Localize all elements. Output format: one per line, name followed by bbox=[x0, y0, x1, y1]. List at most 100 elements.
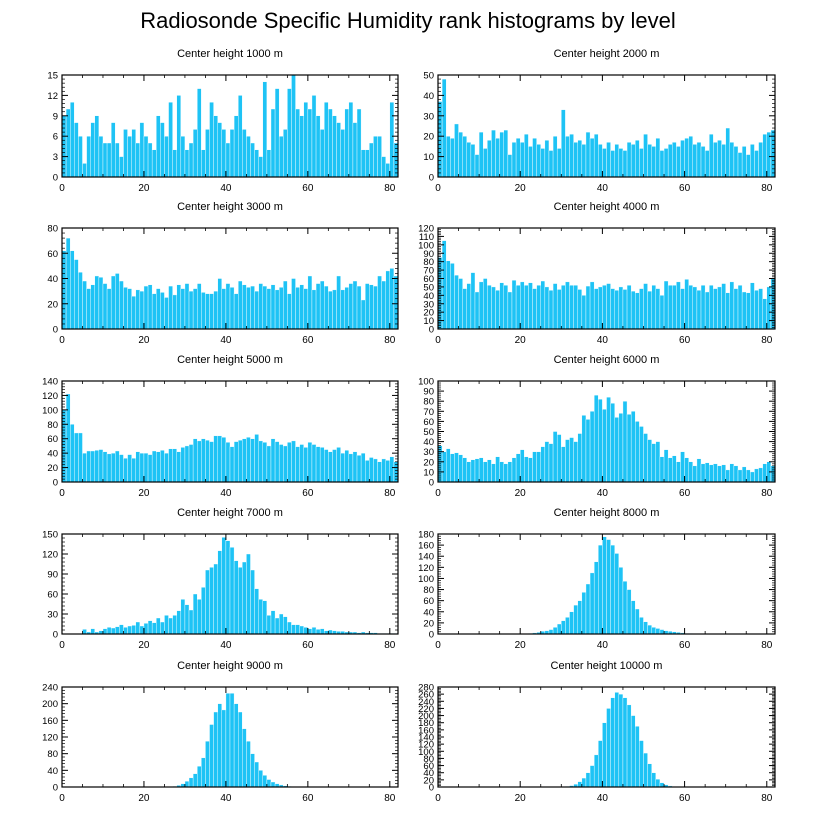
x-tick-label: 40 bbox=[597, 793, 609, 804]
histogram-bar bbox=[589, 765, 595, 788]
histogram-bar bbox=[676, 146, 681, 178]
y-tick-label: 150 bbox=[42, 530, 58, 541]
histogram-bar bbox=[602, 536, 607, 635]
histogram-bar bbox=[647, 290, 652, 330]
histogram-bar bbox=[454, 274, 459, 330]
x-tick-label: 40 bbox=[597, 335, 609, 346]
histogram-bar bbox=[446, 448, 451, 483]
histogram-bar bbox=[446, 135, 451, 178]
histogram-bar bbox=[98, 277, 104, 330]
histogram-bar bbox=[225, 693, 231, 788]
histogram-bar bbox=[770, 129, 776, 178]
histogram-bar bbox=[217, 703, 223, 788]
histogram-bar bbox=[589, 411, 595, 483]
histogram-bar bbox=[242, 561, 247, 635]
histogram-bar bbox=[164, 615, 169, 635]
histogram-bar bbox=[303, 447, 309, 483]
histogram-bar bbox=[676, 461, 681, 483]
x-tick-label: 40 bbox=[597, 488, 609, 499]
x-tick-label: 40 bbox=[220, 488, 232, 499]
histogram-bar bbox=[180, 447, 186, 483]
histogram-bar bbox=[315, 446, 321, 483]
histogram-bar bbox=[709, 464, 714, 483]
histogram-bar bbox=[733, 146, 739, 178]
histogram-bar bbox=[499, 131, 504, 178]
histogram-bar bbox=[630, 600, 636, 635]
histogram-bar bbox=[532, 288, 537, 330]
histogram-bar bbox=[324, 449, 329, 483]
histogram-bar bbox=[61, 250, 67, 330]
histogram-bar bbox=[552, 283, 558, 330]
histogram-bar bbox=[520, 142, 525, 178]
y-tick-label: 40 bbox=[423, 607, 434, 618]
histogram-bar bbox=[172, 448, 177, 483]
histogram-bar bbox=[274, 441, 280, 483]
histogram-bar bbox=[737, 152, 743, 178]
histogram-bar bbox=[262, 285, 268, 330]
histogram-bar bbox=[168, 448, 173, 483]
x-tick-label: 20 bbox=[515, 640, 527, 651]
x-tick-label: 20 bbox=[138, 640, 150, 651]
histogram-bar bbox=[754, 468, 759, 483]
histogram-bar bbox=[139, 290, 145, 330]
x-tick-label: 0 bbox=[59, 793, 65, 804]
panel-title: Center height 5000 m bbox=[177, 354, 283, 366]
histogram-bar bbox=[360, 299, 366, 330]
histogram-panel-4: Center height 4000 m0 20 40 60 8001020304050… bbox=[418, 201, 776, 346]
plot-frame bbox=[437, 533, 776, 635]
histogram-bar bbox=[307, 275, 313, 330]
histogram-bar bbox=[213, 435, 218, 483]
histogram-bar bbox=[328, 108, 333, 178]
histogram-bar bbox=[573, 285, 578, 330]
histogram-bar bbox=[139, 625, 145, 635]
histogram-bar bbox=[135, 451, 141, 483]
histogram-bar bbox=[651, 627, 657, 635]
y-tick-label: 140 bbox=[42, 377, 58, 388]
histogram-bar bbox=[233, 703, 239, 788]
histogram-bar bbox=[643, 133, 648, 178]
histogram-bar bbox=[360, 452, 366, 483]
histogram-panel-6: Center height 6000 m0 20 40 60 8001020304050… bbox=[418, 354, 776, 499]
histogram-panel-10: Center height 10000 m0 20 40 60 800204060801… bbox=[418, 660, 776, 804]
y-tick-label: 50 bbox=[423, 282, 434, 293]
histogram-bar bbox=[581, 415, 587, 483]
histogram-bar bbox=[86, 135, 91, 178]
histogram-bar bbox=[704, 150, 710, 178]
histogram-bar bbox=[274, 289, 280, 330]
histogram-bar bbox=[565, 617, 570, 635]
histogram-bar bbox=[250, 569, 255, 635]
histogram-bar bbox=[65, 237, 71, 330]
histogram-bar bbox=[450, 263, 455, 330]
histogram-bar bbox=[315, 115, 321, 178]
x-tick-label: 80 bbox=[384, 793, 396, 804]
histogram-bar bbox=[585, 772, 591, 788]
histogram-bar bbox=[548, 629, 554, 635]
histogram-bar bbox=[762, 298, 767, 330]
histogram-bar bbox=[639, 288, 644, 330]
histogram-bar bbox=[119, 280, 124, 330]
histogram-bar bbox=[65, 393, 71, 483]
histogram-bar bbox=[647, 439, 652, 483]
histogram-bar bbox=[336, 122, 341, 178]
y-tick-label: 60 bbox=[423, 274, 434, 285]
histogram-bar bbox=[524, 456, 529, 483]
histogram-bar bbox=[90, 628, 95, 635]
histogram-bar bbox=[692, 144, 698, 178]
histogram-bar bbox=[499, 282, 504, 330]
histogram-bar bbox=[618, 693, 624, 788]
histogram-bar bbox=[147, 454, 153, 483]
histogram-bar bbox=[303, 627, 309, 635]
histogram-bar bbox=[106, 627, 112, 635]
histogram-bar bbox=[69, 424, 75, 483]
y-tick-label: 0 bbox=[53, 783, 58, 794]
y-tick-label: 80 bbox=[47, 749, 58, 760]
histogram-bar bbox=[205, 740, 210, 788]
histogram-bar bbox=[672, 142, 677, 178]
histogram-bar bbox=[507, 291, 513, 330]
histogram-bar bbox=[622, 697, 628, 788]
histogram-bar bbox=[229, 547, 235, 635]
x-tick-label: 0 bbox=[435, 183, 441, 194]
histogram-bar bbox=[266, 779, 272, 788]
histogram-bar bbox=[201, 757, 206, 788]
histogram-bar bbox=[168, 101, 173, 178]
